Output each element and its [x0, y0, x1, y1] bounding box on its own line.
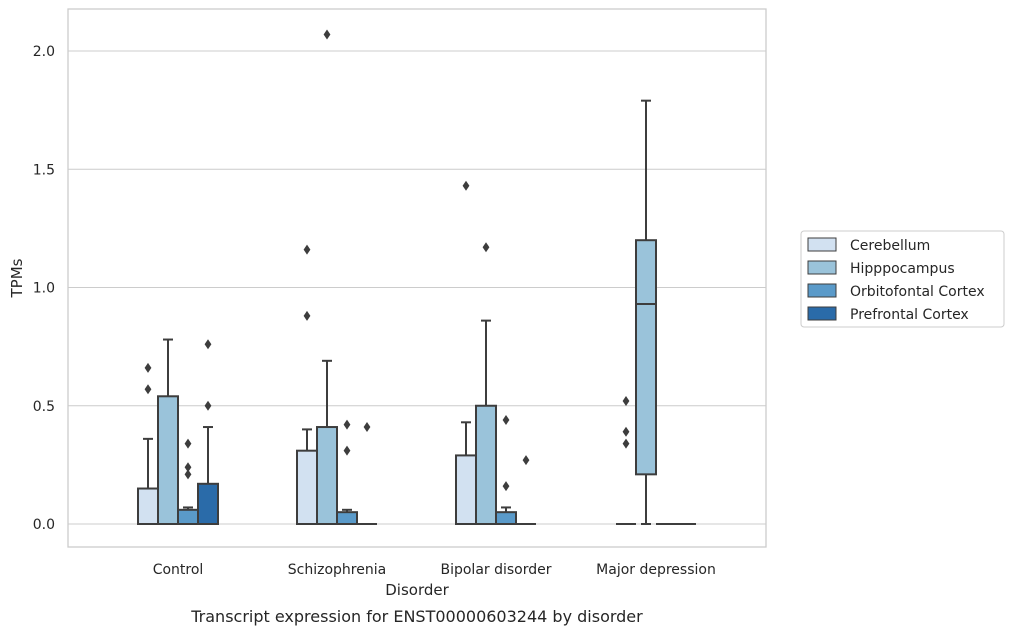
box-group	[475, 242, 497, 525]
y-tick-label: 1.5	[33, 162, 55, 178]
box-group	[495, 414, 517, 525]
plot-frame	[67, 8, 767, 548]
box	[635, 239, 657, 476]
box	[475, 404, 497, 525]
outlier-point	[184, 469, 192, 480]
outlier-point	[323, 29, 331, 40]
outlier-point	[462, 180, 470, 191]
legend-swatch	[807, 306, 837, 321]
outlier-point	[502, 414, 510, 425]
x-tick-labels: Control Schizophrenia Bipolar disorder Majo…	[153, 562, 716, 578]
legend-label: Prefrontal Cortex	[850, 307, 969, 323]
box	[137, 487, 159, 525]
box-group	[357, 422, 377, 525]
outlier-point	[144, 362, 152, 373]
x-tick-label: Bipolar disorder	[440, 562, 551, 578]
x-tick-label: Control	[153, 562, 204, 578]
box-group	[316, 29, 338, 525]
box-group	[455, 180, 477, 526]
box	[157, 395, 179, 526]
y-tick-label: 1.0	[33, 281, 55, 297]
box-layer	[137, 29, 696, 526]
outlier-point	[343, 445, 351, 456]
legend-swatch	[807, 283, 837, 298]
outlier-point	[303, 310, 311, 321]
box-group	[157, 338, 179, 526]
outlier-point	[184, 462, 192, 473]
box-group	[516, 455, 536, 525]
outlier-point	[303, 244, 311, 255]
y-tick-labels: 0.0 0.5 1.0 1.5 2.0	[33, 44, 55, 533]
outlier-point	[184, 438, 192, 449]
box	[197, 482, 219, 526]
outlier-point	[343, 419, 351, 430]
outlier-point	[622, 396, 630, 407]
box-group	[616, 396, 636, 525]
outlier-point	[144, 384, 152, 395]
y-tick-label: 0.5	[33, 399, 55, 415]
box-group	[635, 99, 657, 525]
outlier-point	[622, 438, 630, 449]
box	[495, 511, 517, 525]
box-group	[177, 438, 199, 525]
legend-label: Orbitofontal Cortex	[850, 284, 985, 300]
y-axis-label: TPMs	[8, 258, 26, 298]
outlier-point	[482, 242, 490, 253]
box-group	[296, 244, 318, 525]
x-tick-label: Major depression	[596, 562, 716, 578]
outlier-point	[522, 455, 530, 466]
box	[316, 426, 338, 525]
outlier-point	[502, 481, 510, 492]
legend-frame	[800, 230, 1005, 328]
legend: Cerebellum Hipppocampus Orbitofontal Corte…	[800, 230, 1005, 328]
x-tick-label: Schizophrenia	[288, 562, 386, 578]
box-group	[197, 339, 219, 526]
x-axis-label: Disorder	[385, 581, 449, 599]
box-group	[137, 362, 159, 525]
y-tick-label: 0.0	[33, 517, 55, 533]
outlier-point	[622, 426, 630, 437]
box	[336, 511, 358, 525]
y-tick-label: 2.0	[33, 44, 55, 60]
outlier-point	[204, 400, 212, 411]
chart-title: Transcript expression for ENST0000060324…	[190, 607, 643, 626]
box	[296, 449, 318, 525]
outlier-point	[204, 339, 212, 350]
legend-label: Cerebellum	[850, 238, 930, 254]
box	[177, 508, 199, 525]
legend-swatch	[807, 260, 837, 275]
outlier-point	[363, 422, 371, 433]
legend-label: Hipppocampus	[850, 261, 955, 277]
box-group	[336, 419, 358, 525]
box	[455, 454, 477, 526]
legend-swatch	[807, 237, 837, 252]
